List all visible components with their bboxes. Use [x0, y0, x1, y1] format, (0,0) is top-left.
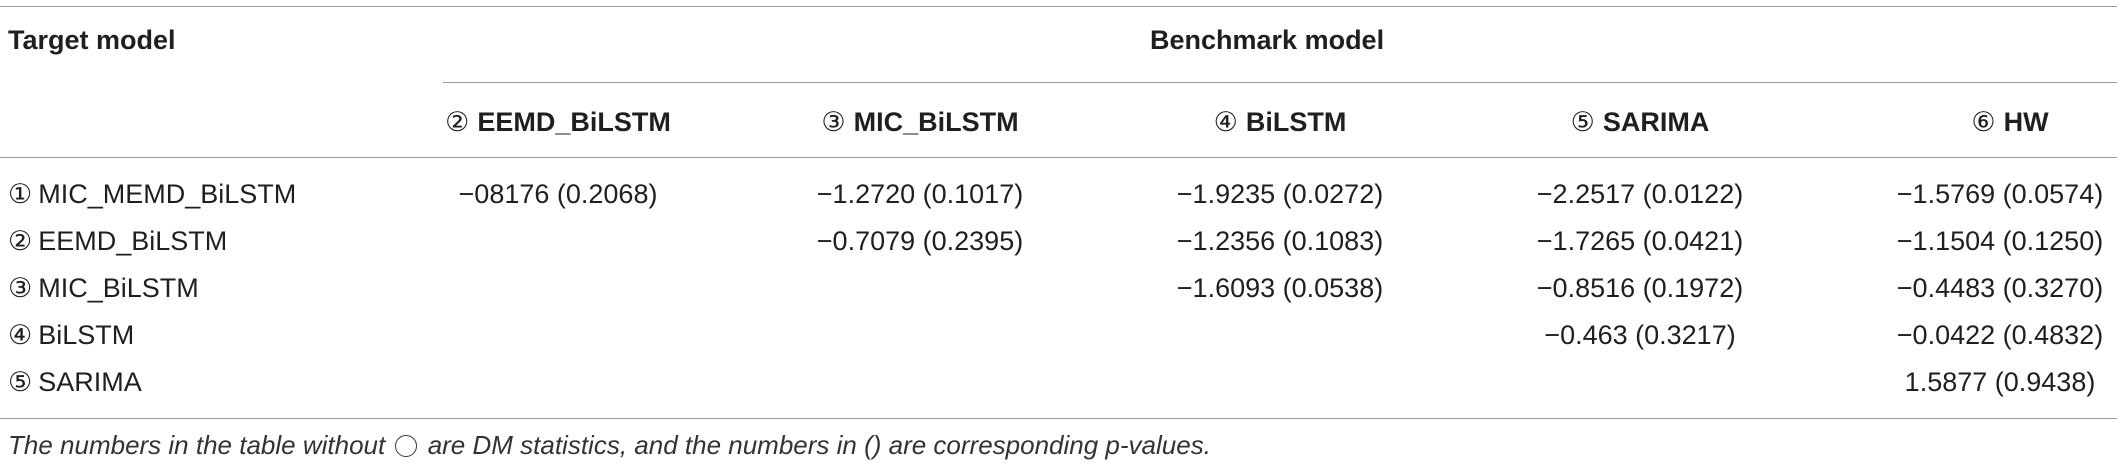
row-name: BiLSTM	[38, 320, 135, 350]
row-name: SARIMA	[38, 367, 142, 397]
benchmark-rule	[443, 82, 2117, 83]
table-cell: −0.463 (0.3217)	[1544, 320, 1736, 350]
row-label-sarima: ⑤ SARIMA	[8, 366, 142, 398]
table-cell: −0.8516 (0.1972)	[1536, 273, 1744, 303]
benchmark-model-header: Benchmark model	[1150, 25, 1385, 55]
column-name: BiLSTM	[1245, 107, 1347, 137]
top-rule	[0, 6, 2117, 7]
row-label-mic-memd-bilstm: ① MIC_MEMD_BiLSTM	[8, 178, 296, 210]
target-model-header: Target model	[8, 25, 176, 55]
column-header-mic-bilstm: ③ MIC_BiLSTM	[810, 106, 1030, 138]
table-cell: −08176 (0.2068)	[458, 179, 658, 209]
column-header-sarima: ⑤ SARIMA	[1555, 106, 1725, 138]
table-cell: −1.6093 (0.0538)	[1176, 273, 1384, 303]
column-name: HW	[2003, 107, 2049, 137]
column-number: ②	[445, 107, 470, 137]
row-name: MIC_BiLSTM	[38, 273, 199, 303]
column-name: EEMD_BiLSTM	[477, 107, 671, 137]
column-header-hw: ⑥ HW	[1960, 106, 2060, 138]
row-label-mic-bilstm: ③ MIC_BiLSTM	[8, 272, 199, 304]
row-number: ③	[8, 273, 33, 303]
table-cell: −1.1504 (0.1250)	[1896, 226, 2104, 256]
column-name: MIC_BiLSTM	[853, 107, 1019, 137]
row-number: ④	[8, 320, 33, 350]
table-cell: −0.0422 (0.4832)	[1896, 320, 2104, 350]
table-cell: −1.5769 (0.0574)	[1896, 179, 2104, 209]
column-number: ⑤	[1570, 107, 1595, 137]
table-cell: −0.4483 (0.3270)	[1896, 273, 2104, 303]
footnote-text-start: The numbers in the table without	[8, 430, 386, 460]
header-rule	[0, 157, 2117, 158]
row-label-bilstm: ④ BiLSTM	[8, 319, 134, 351]
table-cell: −0.7079 (0.2395)	[816, 226, 1024, 256]
bottom-rule	[0, 418, 2117, 419]
row-name: EEMD_BiLSTM	[38, 226, 228, 256]
row-number: ⑤	[8, 367, 33, 397]
table-cell: −1.2356 (0.1083)	[1176, 226, 1384, 256]
column-header-bilstm: ④ BiLSTM	[1200, 106, 1360, 138]
table-cell: 1.5877 (0.9438)	[1904, 367, 2096, 397]
column-number: ③	[821, 107, 846, 137]
row-number: ②	[8, 226, 33, 256]
circle-icon	[395, 435, 418, 457]
column-number: ⑥	[1971, 107, 1996, 137]
footnote-text-end: are DM statistics, and the numbers in ()…	[427, 430, 1211, 460]
column-name: SARIMA	[1602, 107, 1710, 137]
column-number: ④	[1213, 107, 1238, 137]
column-header-eemd-bilstm: ② EEMD_BiLSTM	[443, 106, 673, 138]
row-name: MIC_MEMD_BiLSTM	[38, 179, 297, 209]
table-cell: −1.2720 (0.1017)	[816, 179, 1024, 209]
table-footnote: The numbers in the table without are DM …	[8, 430, 1211, 461]
table-cell: −1.9235 (0.0272)	[1176, 179, 1384, 209]
table-cell: −1.7265 (0.0421)	[1536, 226, 1744, 256]
row-number: ①	[8, 179, 33, 209]
row-label-eemd-bilstm: ② EEMD_BiLSTM	[8, 225, 227, 257]
table-cell: −2.2517 (0.0122)	[1536, 179, 1744, 209]
